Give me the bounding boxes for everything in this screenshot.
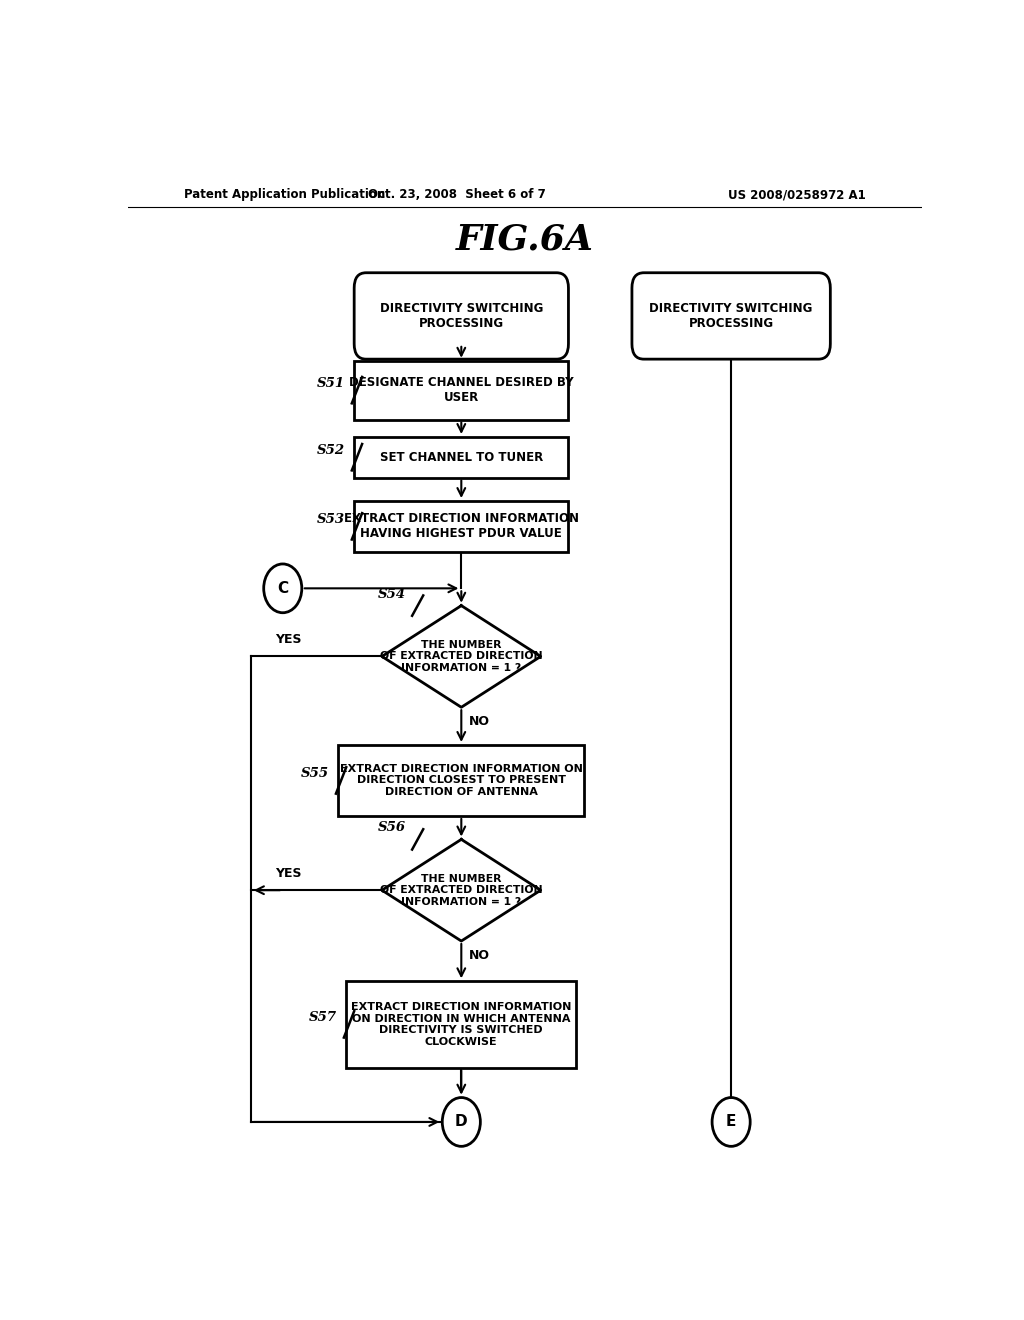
Bar	[354, 360, 568, 420]
Text: NO: NO	[469, 949, 490, 962]
Text: US 2008/0258972 A1: US 2008/0258972 A1	[728, 189, 866, 202]
Polygon shape	[382, 840, 541, 941]
Text: YES: YES	[274, 634, 301, 647]
Text: S55: S55	[301, 767, 329, 780]
Bar	[354, 437, 568, 478]
Text: EXTRACT DIRECTION INFORMATION ON
DIRECTION CLOSEST TO PRESENT
DIRECTION OF ANTEN: EXTRACT DIRECTION INFORMATION ON DIRECTI…	[340, 764, 583, 797]
Text: S51: S51	[316, 376, 345, 389]
Circle shape	[442, 1097, 480, 1146]
Circle shape	[712, 1097, 751, 1146]
Text: ANTENNA APPARATUS: ANTENNA APPARATUS	[654, 273, 808, 286]
Text: S54: S54	[378, 587, 406, 601]
Text: Oct. 23, 2008  Sheet 6 of 7: Oct. 23, 2008 Sheet 6 of 7	[369, 189, 546, 202]
Text: S57: S57	[308, 1011, 337, 1024]
Bar	[338, 744, 585, 816]
Text: S53: S53	[316, 512, 345, 525]
Text: SET CHANNEL TO TUNER: SET CHANNEL TO TUNER	[380, 450, 543, 463]
Text: DIRECTIVITY SWITCHING
PROCESSING: DIRECTIVITY SWITCHING PROCESSING	[649, 302, 813, 330]
Text: S52: S52	[316, 444, 345, 457]
Text: THE NUMBER
OF EXTRACTED DIRECTION
INFORMATION = 1 ?: THE NUMBER OF EXTRACTED DIRECTION INFORM…	[380, 874, 543, 907]
Bar	[354, 500, 568, 552]
Text: E: E	[726, 1114, 736, 1130]
FancyBboxPatch shape	[632, 273, 830, 359]
Text: THE NUMBER
OF EXTRACTED DIRECTION
INFORMATION = 1 ?: THE NUMBER OF EXTRACTED DIRECTION INFORM…	[380, 640, 543, 673]
Text: YES: YES	[274, 867, 301, 880]
FancyBboxPatch shape	[354, 273, 568, 359]
Text: S56: S56	[378, 821, 406, 834]
Text: EXTRACT DIRECTION INFORMATION
ON DIRECTION IN WHICH ANTENNA
DIRECTIVITY IS SWITC: EXTRACT DIRECTION INFORMATION ON DIRECTI…	[351, 1002, 571, 1047]
Text: C: C	[278, 581, 289, 595]
Polygon shape	[382, 606, 541, 708]
Text: NO: NO	[469, 715, 490, 729]
Text: TELEVISION RECEIVER: TELEVISION RECEIVER	[384, 273, 539, 286]
Text: FIG.6A: FIG.6A	[456, 223, 594, 256]
Text: EXTRACT DIRECTION INFORMATION
HAVING HIGHEST PDUR VALUE: EXTRACT DIRECTION INFORMATION HAVING HIG…	[344, 512, 579, 540]
Text: DIRECTIVITY SWITCHING
PROCESSING: DIRECTIVITY SWITCHING PROCESSING	[380, 302, 543, 330]
Bar	[346, 981, 577, 1068]
Text: DESIGNATE CHANNEL DESIRED BY
USER: DESIGNATE CHANNEL DESIRED BY USER	[349, 376, 573, 404]
Text: D: D	[455, 1114, 468, 1130]
Circle shape	[264, 564, 302, 612]
Text: Patent Application Publication: Patent Application Publication	[183, 189, 385, 202]
